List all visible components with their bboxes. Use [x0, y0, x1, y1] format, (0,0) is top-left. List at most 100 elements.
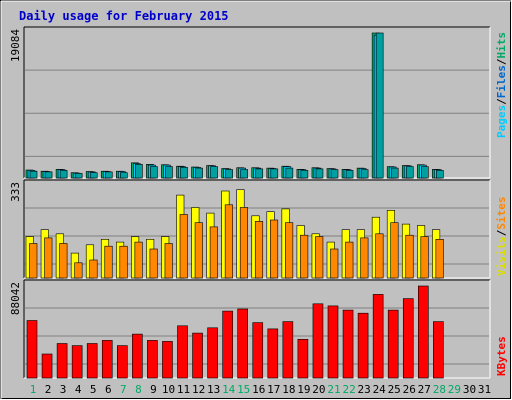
bar-kbytes-day-6	[101, 340, 113, 379]
bar-kbytes-day-17	[267, 328, 279, 379]
bar-sites-day-15	[239, 207, 248, 279]
x-tick-label-day-9: 9	[150, 383, 157, 396]
bar-kbytes-day-9	[147, 340, 158, 379]
x-tick-label-day-7: 7	[120, 383, 127, 396]
bar-pages-day-28	[436, 170, 444, 179]
bar-kbytes-day-14	[222, 310, 233, 379]
bar-kbytes-day-10	[162, 341, 173, 379]
chart-title: Daily usage for February 2015	[19, 9, 229, 23]
bar-kbytes-day-7	[117, 345, 128, 379]
chart-panels: 19084 333 88042	[9, 26, 491, 379]
x-tick-label-day-1: 1	[30, 383, 37, 396]
bar-kbytes-day-21	[327, 305, 339, 379]
x-tick-label-day-16: 16	[252, 383, 265, 396]
x-tick-label-day-5: 5	[90, 383, 97, 396]
bar-pages-day-25	[390, 167, 399, 179]
x-tick-label-day-25: 25	[388, 383, 401, 396]
bar-sites-day-14	[224, 204, 233, 279]
bar-kbytes-day-11	[177, 325, 188, 379]
bar-kbytes-day-8	[132, 333, 143, 379]
x-tick-label-day-13: 13	[207, 383, 220, 396]
bar-pages-day-17	[270, 168, 279, 179]
x-tick-label-day-10: 10	[162, 383, 175, 396]
bar-kbytes-day-26	[402, 298, 414, 379]
bar-pages-day-10	[165, 166, 173, 179]
bar-pages-day-6	[104, 171, 113, 179]
bar-sites-day-8	[134, 241, 143, 279]
bar-sites-day-3	[59, 243, 68, 279]
x-tick-label-day-22: 22	[342, 383, 355, 396]
x-tick-label-day-31: 31	[478, 383, 491, 396]
x-tick-label-day-27: 27	[418, 383, 431, 396]
y-max-label: 333	[9, 182, 22, 202]
x-tick-label-day-28: 28	[433, 383, 446, 396]
bar-pages-day-3	[59, 170, 68, 179]
bar-sites-day-23	[360, 237, 369, 279]
plot-area	[24, 27, 490, 178]
bar-pages-day-20	[315, 168, 324, 179]
bar-sites-day-24	[375, 233, 384, 279]
bar-kbytes-day-3	[56, 343, 68, 379]
x-tick-label-day-20: 20	[312, 383, 325, 396]
bar-sites-day-12	[194, 222, 203, 279]
bar-pages-day-4	[74, 173, 83, 179]
bar-sites-day-27	[420, 236, 429, 279]
x-tick-label-day-15: 15	[237, 383, 250, 396]
bar-kbytes-day-23	[357, 312, 369, 379]
legend-pages: Pages	[495, 105, 508, 138]
bar-kbytes-day-12	[192, 332, 203, 379]
bar-pages-day-13	[210, 166, 218, 179]
bar-pages-day-15	[240, 169, 248, 179]
bar-pages-day-7	[120, 172, 128, 179]
bar-pages-day-1	[29, 170, 38, 179]
bar-sites-day-10	[164, 243, 173, 279]
bar-kbytes-day-2	[41, 353, 53, 379]
bar-sites-day-11	[179, 214, 188, 279]
legend-sites: Sites	[495, 197, 508, 230]
bar-kbytes-day-16	[252, 322, 264, 379]
x-tick-label-day-24: 24	[373, 383, 387, 396]
x-tick-label-day-4: 4	[75, 383, 82, 396]
x-tick-label-day-17: 17	[267, 383, 280, 396]
x-tick-label-day-14: 14	[222, 383, 236, 396]
bar-pages-day-16	[255, 168, 264, 179]
bar-pages-day-27	[420, 166, 429, 179]
bar-sites-day-4	[74, 262, 83, 279]
bar-sites-day-21	[330, 248, 339, 279]
bar-pages-day-5	[89, 172, 98, 179]
bar-sites-day-5	[89, 259, 98, 279]
bar-pages-day-18	[285, 167, 294, 179]
x-tick-label-day-23: 23	[357, 383, 370, 396]
bar-kbytes-day-20	[312, 303, 324, 379]
legend-hits: Hits	[495, 32, 508, 59]
bar-pages-day-24	[375, 32, 384, 179]
bar-sites-day-9	[149, 248, 158, 279]
bar-kbytes-day-18	[282, 321, 294, 379]
bar-pages-day-23	[360, 169, 369, 179]
bar-kbytes-day-5	[86, 343, 98, 379]
bar-kbytes-day-24	[372, 294, 384, 379]
panel-kbytes: 88042	[9, 279, 491, 379]
bar-pages-day-2	[44, 171, 53, 179]
bar-sites-day-16	[254, 221, 264, 279]
bar-pages-day-12	[195, 167, 203, 179]
legend-files: Files	[495, 65, 508, 98]
bar-kbytes-day-13	[207, 327, 218, 379]
legend-group-3: KBytes	[495, 336, 508, 376]
x-tick-label-day-26: 26	[403, 383, 416, 396]
bar-sites-day-7	[119, 245, 128, 279]
legend-kbytes: KBytes	[495, 336, 508, 376]
bar-pages-day-14	[225, 169, 233, 179]
bar-sites-day-13	[209, 226, 218, 279]
bar-sites-day-25	[390, 222, 399, 279]
x-tick-label-day-3: 3	[60, 383, 67, 396]
legend-group-2: Visits/Sites	[495, 197, 508, 277]
bar-sites-day-26	[405, 234, 414, 279]
legend-separator: /	[495, 98, 508, 105]
x-tick-label-day-2: 2	[45, 383, 52, 396]
bar-sites-day-28	[435, 239, 444, 279]
legend-group-1: Pages/Files/Hits	[495, 32, 508, 138]
bar-kbytes-day-28	[433, 321, 444, 379]
legend-visits: Visits	[495, 236, 508, 276]
